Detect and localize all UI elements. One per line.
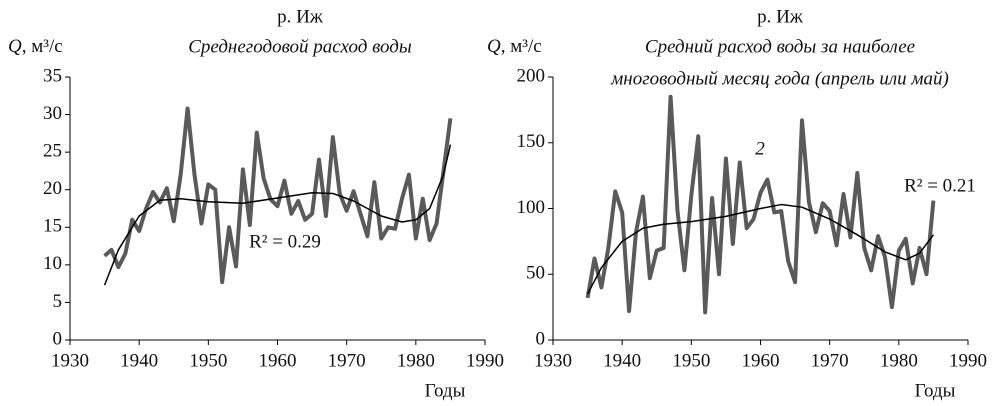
y-label-symbol: Q <box>8 36 22 57</box>
trend-line <box>103 144 452 286</box>
y-tick-label: 30 <box>43 103 62 124</box>
y-tick-label: 0 <box>536 328 546 349</box>
y-tick-label: 200 <box>517 65 546 86</box>
chart-subtitle: Среднегодовой расход воды <box>188 36 412 57</box>
chart-title: р. Иж <box>757 6 804 27</box>
x-tick-label: 1950 <box>672 350 710 371</box>
chart-title: р. Иж <box>277 6 324 27</box>
x-axis-label: Годы <box>425 380 466 401</box>
data-line <box>103 106 453 285</box>
y-label-unit: , м³/с <box>22 36 63 57</box>
x-tick-label: 1980 <box>397 350 435 371</box>
chart-subtitle: Средний расход воды за наиболее <box>645 36 915 57</box>
y-tick-label: 0 <box>53 328 63 349</box>
trend-line <box>586 203 935 295</box>
y-tick-label: 15 <box>43 216 62 237</box>
y-tick-label: 150 <box>517 131 546 152</box>
x-tick-label: 1960 <box>742 350 780 371</box>
x-tick-label: 1940 <box>603 350 641 371</box>
x-tick-label: 1940 <box>120 350 158 371</box>
x-tick-label: 1930 <box>51 350 89 371</box>
y-tick-label: 5 <box>53 291 63 312</box>
annotation: 2 <box>755 138 765 159</box>
x-tick-label: 1990 <box>466 350 504 371</box>
x-axis-label: Годы <box>915 380 956 401</box>
chart-subtitle: многоводный месяц года (апрель или май) <box>610 68 949 89</box>
y-tick-label: 20 <box>43 178 62 199</box>
x-tick-label: 1990 <box>949 350 987 371</box>
y-tick-label: 100 <box>517 197 546 218</box>
x-tick-label: 1950 <box>189 350 227 371</box>
r2-label: R² = 0.29 <box>249 231 321 252</box>
x-tick-label: 1970 <box>811 350 849 371</box>
x-tick-label: 1930 <box>534 350 572 371</box>
y-tick-label: 25 <box>43 141 62 162</box>
y-tick-label: 10 <box>43 253 62 274</box>
r2-label: R² = 0.21 <box>904 175 976 196</box>
y-tick-label: 50 <box>526 263 545 284</box>
y-axis-label: Q, м³/с <box>487 36 542 57</box>
y-axis-label: Q, м³/с <box>8 36 63 57</box>
x-tick-label: 1960 <box>259 350 297 371</box>
x-tick-label: 1970 <box>328 350 366 371</box>
data-line <box>585 94 936 315</box>
y-label-unit: , м³/с <box>501 36 542 57</box>
x-tick-label: 1980 <box>880 350 918 371</box>
y-label-symbol: Q <box>487 36 501 57</box>
y-tick-label: 35 <box>43 65 62 86</box>
